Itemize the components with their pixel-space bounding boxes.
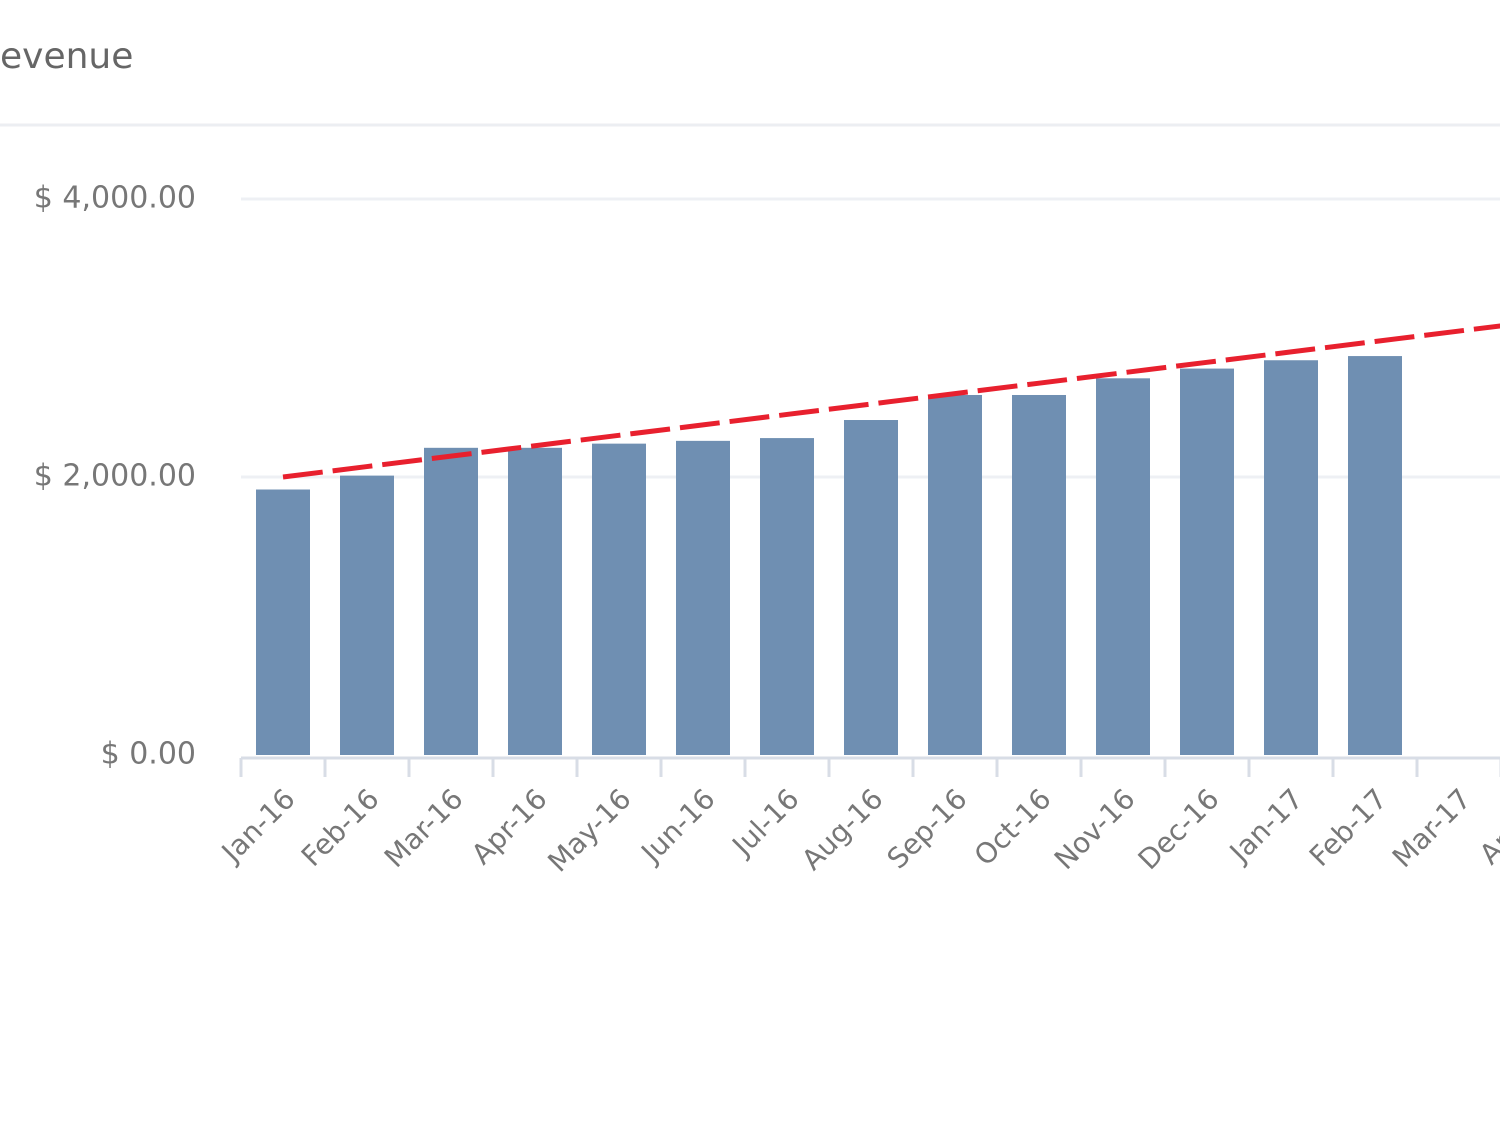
x-tick-label: Feb-17: [1303, 782, 1394, 873]
x-tick-label: Oct-16: [968, 782, 1058, 872]
bar: [1096, 378, 1150, 755]
trend-line: [282, 323, 1500, 480]
bar: [340, 475, 394, 755]
bar: [424, 447, 478, 755]
bar: [1180, 368, 1234, 755]
x-tick-label: Feb-16: [295, 782, 386, 873]
bar: [508, 447, 562, 755]
chart-title: evenue: [0, 36, 133, 77]
y-tick-label: $ 2,000.00: [34, 459, 196, 494]
bar: [1012, 394, 1066, 755]
x-tick-label: Jun-16: [634, 782, 722, 870]
x-tick-label: Mar-17: [1386, 782, 1478, 874]
x-tick-label: Apr-17: [1473, 782, 1500, 871]
bar: [592, 443, 646, 755]
bar: [1348, 356, 1402, 755]
x-tick-label: Jan-17: [1222, 782, 1310, 870]
y-tick-label: $ 0.00: [101, 737, 196, 772]
bar: [1264, 360, 1318, 755]
bar: [844, 420, 898, 755]
bar: [256, 489, 310, 755]
x-tick-label: Mar-16: [378, 782, 470, 874]
bar: [676, 440, 730, 755]
x-tick-label: Sep-16: [881, 782, 974, 875]
bar: [760, 438, 814, 755]
bar: [928, 394, 982, 755]
x-tick-label: May-16: [541, 782, 637, 878]
x-tick-label: Aug-16: [795, 782, 889, 876]
y-tick-label: $ 4,000.00: [34, 181, 196, 216]
x-tick-label: Apr-16: [465, 782, 554, 871]
x-tick-label: Jul-16: [725, 782, 806, 863]
x-tick-label: Jan-16: [214, 782, 302, 870]
x-tick-label: Nov-16: [1048, 782, 1142, 876]
x-tick-label: Dec-16: [1132, 782, 1226, 876]
